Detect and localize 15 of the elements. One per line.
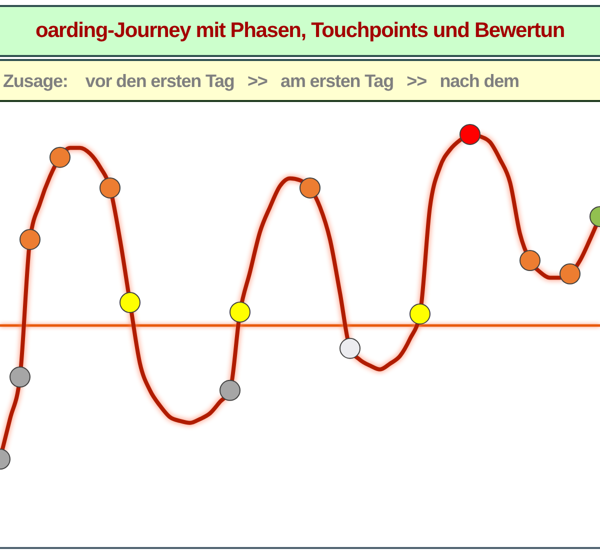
point: [300, 177, 320, 198]
point: [460, 124, 480, 145]
chart-title: oarding-Journey mit Phasen, Touchpoints und Bewertun: [35, 19, 565, 43]
point: [520, 250, 540, 271]
chart-subtitle: Zusage: vor den ersten Tag >> am ersten Tag >> nach dem: [3, 71, 519, 92]
point: [120, 292, 140, 314]
point: [340, 338, 360, 359]
point: [410, 304, 430, 324]
point: [20, 229, 40, 250]
point: [10, 366, 30, 388]
point: [220, 380, 240, 401]
point: [100, 177, 120, 198]
point: [560, 263, 580, 284]
point: [230, 302, 250, 323]
point: [50, 146, 70, 168]
